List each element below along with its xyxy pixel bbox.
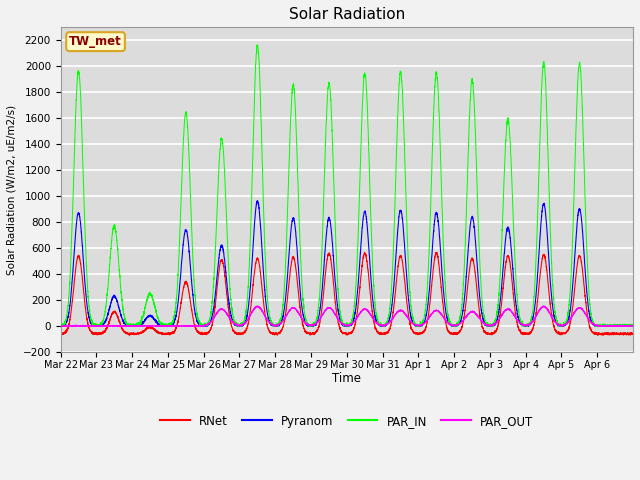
Text: TW_met: TW_met	[69, 35, 122, 48]
Legend: RNet, Pyranom, PAR_IN, PAR_OUT: RNet, Pyranom, PAR_IN, PAR_OUT	[156, 410, 538, 432]
Y-axis label: Solar Radiation (W/m2, uE/m2/s): Solar Radiation (W/m2, uE/m2/s)	[7, 105, 17, 275]
X-axis label: Time: Time	[332, 372, 362, 385]
Title: Solar Radiation: Solar Radiation	[289, 7, 405, 22]
